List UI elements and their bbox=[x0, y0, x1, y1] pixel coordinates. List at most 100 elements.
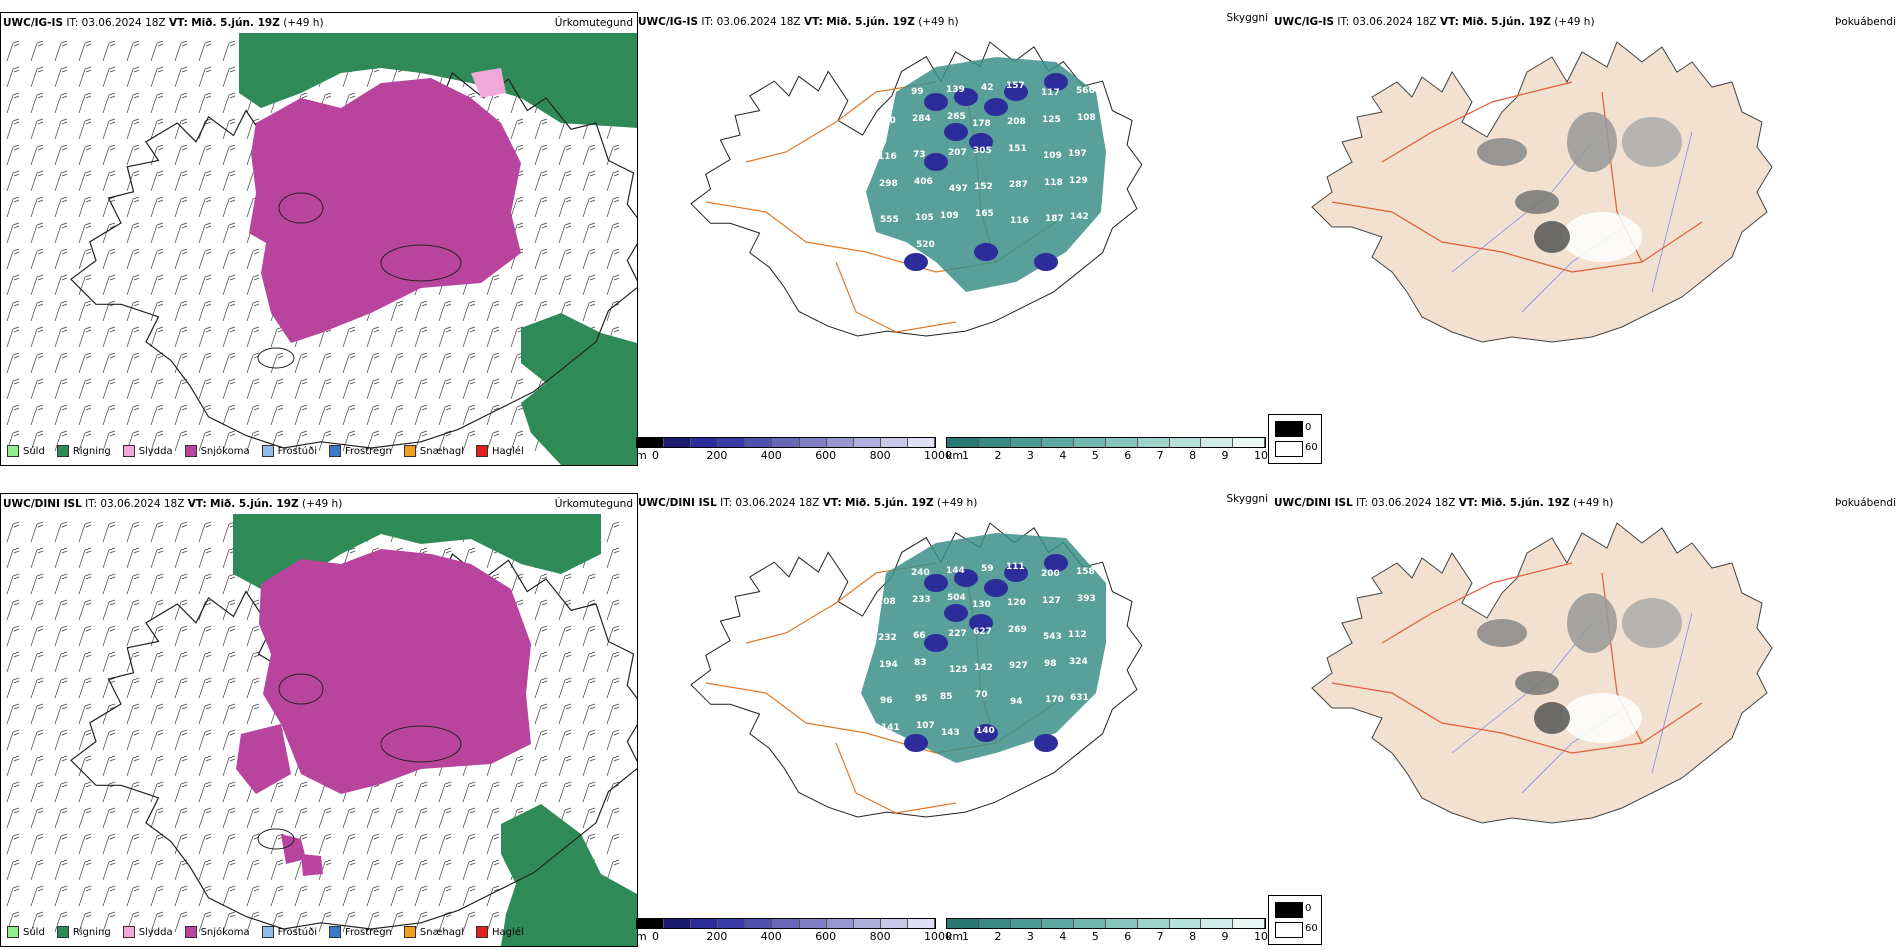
value-label: 107 bbox=[916, 721, 935, 731]
fog-map-1 bbox=[1311, 41, 1773, 343]
legend-label: Frostúði bbox=[277, 926, 317, 938]
colorbar-tick: 6 bbox=[1124, 449, 1132, 462]
value-label: 543 bbox=[1043, 632, 1062, 642]
value-label: 158 bbox=[1076, 567, 1095, 577]
value-label: 269 bbox=[1008, 625, 1027, 635]
cloud-base-patches bbox=[904, 73, 1068, 271]
value-label: 117 bbox=[1041, 88, 1060, 98]
legend-label: Rigning bbox=[72, 926, 111, 938]
cloud-base-patches bbox=[904, 554, 1068, 752]
value-label: 324 bbox=[1069, 657, 1088, 667]
colorbar-tick: 800 bbox=[869, 930, 891, 943]
value-label: 142 bbox=[974, 663, 993, 673]
colorbar-tick: 1000 bbox=[924, 930, 952, 943]
colorbar-tick: 400 bbox=[760, 930, 782, 943]
value-label: 178 bbox=[972, 119, 991, 129]
colorbar-unit: m bbox=[636, 449, 647, 462]
colorbar-unit: m bbox=[636, 930, 647, 943]
value-label: 200 bbox=[1041, 569, 1060, 579]
colorbar-tick: 9 bbox=[1221, 930, 1229, 943]
rain-area-southeast bbox=[521, 313, 637, 465]
value-label: 94 bbox=[1010, 697, 1023, 707]
colorbar-bin bbox=[1201, 438, 1234, 447]
value-label: 70 bbox=[975, 690, 988, 700]
colorbar-bin bbox=[1010, 919, 1043, 928]
value-label: 315 bbox=[876, 561, 895, 571]
legend-item: Frostúði bbox=[261, 926, 317, 938]
value-label: 555 bbox=[880, 215, 899, 225]
value-label: 208 bbox=[1007, 117, 1026, 127]
colorbar-tick: 10 bbox=[1254, 449, 1268, 462]
colorbar-bin bbox=[745, 438, 773, 447]
value-label: 305 bbox=[973, 146, 992, 156]
fog-panel-1: UWC/IG-IS IT: 03.06.2024 18Z VT: Mið. 5.… bbox=[1272, 12, 1900, 464]
legend-label: Snæhagl bbox=[419, 926, 465, 938]
value-label: 240 bbox=[911, 568, 930, 578]
value-label: 142 bbox=[1070, 212, 1089, 222]
visibility-map-2: 315 240 144 59 111 200 158 208 233 504 130 120 127 39… bbox=[690, 522, 1143, 818]
legend-swatch bbox=[56, 926, 69, 938]
legend-label: Snjókoma bbox=[200, 445, 250, 457]
colorbar-tick: 7 bbox=[1156, 930, 1164, 943]
legend-swatch bbox=[261, 926, 274, 938]
legend-swatch bbox=[403, 445, 416, 457]
value-label: 144 bbox=[946, 566, 965, 576]
colorbar-strip bbox=[946, 918, 1266, 929]
fog-legend-label: 60 bbox=[1305, 442, 1318, 453]
rain-area-north bbox=[233, 514, 601, 589]
value-label: 98 bbox=[1044, 659, 1057, 669]
fog-legend-1: 0 60 bbox=[1268, 414, 1322, 464]
iceland-coast bbox=[70, 553, 637, 930]
value-label: 194 bbox=[879, 660, 898, 670]
value-label: 109 bbox=[940, 211, 959, 221]
value-label: 151 bbox=[1008, 144, 1027, 154]
value-label: 83 bbox=[914, 658, 927, 668]
field-name: Úrkomutegund bbox=[554, 498, 633, 510]
colorbar-tick: 5 bbox=[1091, 449, 1099, 462]
colorbar-tick: 2 bbox=[994, 930, 1002, 943]
value-label: 120 bbox=[1007, 598, 1026, 608]
colorbar-bin bbox=[718, 919, 746, 928]
legend-swatch bbox=[476, 926, 489, 938]
colorbar-bin bbox=[826, 438, 854, 447]
legend-swatch bbox=[261, 445, 274, 457]
colorbar-tick: 8 bbox=[1189, 449, 1197, 462]
value-label: 73 bbox=[913, 150, 926, 160]
value-label: 265 bbox=[947, 112, 966, 122]
colorbar-bin bbox=[1105, 438, 1138, 447]
field-name: Skyggni bbox=[1226, 493, 1269, 505]
fog-map-2 bbox=[1311, 522, 1773, 824]
legend-item: Haglél bbox=[476, 926, 524, 938]
colorbar-strip bbox=[636, 437, 936, 448]
colorbar-tick: 600 bbox=[815, 930, 837, 943]
value-label: 566 bbox=[1076, 86, 1095, 96]
colorbar-bin bbox=[799, 919, 827, 928]
value-label: 406 bbox=[914, 177, 933, 187]
panel-header: UWC/IG-IS IT: 03.06.2024 18Z VT: Mið. 5.… bbox=[638, 16, 959, 28]
colorbar-bin bbox=[907, 438, 936, 447]
visibility-panel-2: 315 240 144 59 111 200 158 208 233 504 130 120 127 39… bbox=[636, 493, 1272, 945]
fog-legend-swatch bbox=[1275, 421, 1303, 437]
legend-swatch bbox=[476, 445, 489, 457]
colorbar-bin bbox=[1010, 438, 1043, 447]
fog-legend-label: 0 bbox=[1305, 422, 1312, 433]
value-label: 105 bbox=[915, 213, 934, 223]
precip-type-panel-2: UWC/DINI ISL IT: 03.06.2024 18Z VT: Mið.… bbox=[0, 493, 638, 947]
value-label: 157 bbox=[1006, 81, 1025, 91]
colorbar-bin bbox=[637, 438, 665, 447]
legend-item: Slydda bbox=[122, 445, 173, 457]
value-label: 118 bbox=[1044, 178, 1063, 188]
value-label: 66 bbox=[913, 631, 926, 641]
value-label: 140 bbox=[976, 726, 995, 736]
legend-label: Súld bbox=[23, 926, 45, 938]
colorbar-tick: 10 bbox=[1254, 930, 1268, 943]
colorbar-strip bbox=[946, 437, 1266, 448]
colorbar-bin bbox=[1201, 919, 1234, 928]
rain-area-southeast bbox=[501, 804, 637, 946]
fog-panel-2: UWC/DINI ISL IT: 03.06.2024 18Z VT: Mið.… bbox=[1272, 493, 1900, 945]
colorbar-tick: 200 bbox=[706, 449, 728, 462]
value-label: 141 bbox=[881, 723, 900, 733]
legend-swatch bbox=[329, 926, 341, 938]
precip-type-panel-1: UWC/IG-IS IT: 03.06.2024 18Z VT: Mið. 5.… bbox=[0, 12, 638, 466]
colorbar-bin bbox=[880, 919, 908, 928]
